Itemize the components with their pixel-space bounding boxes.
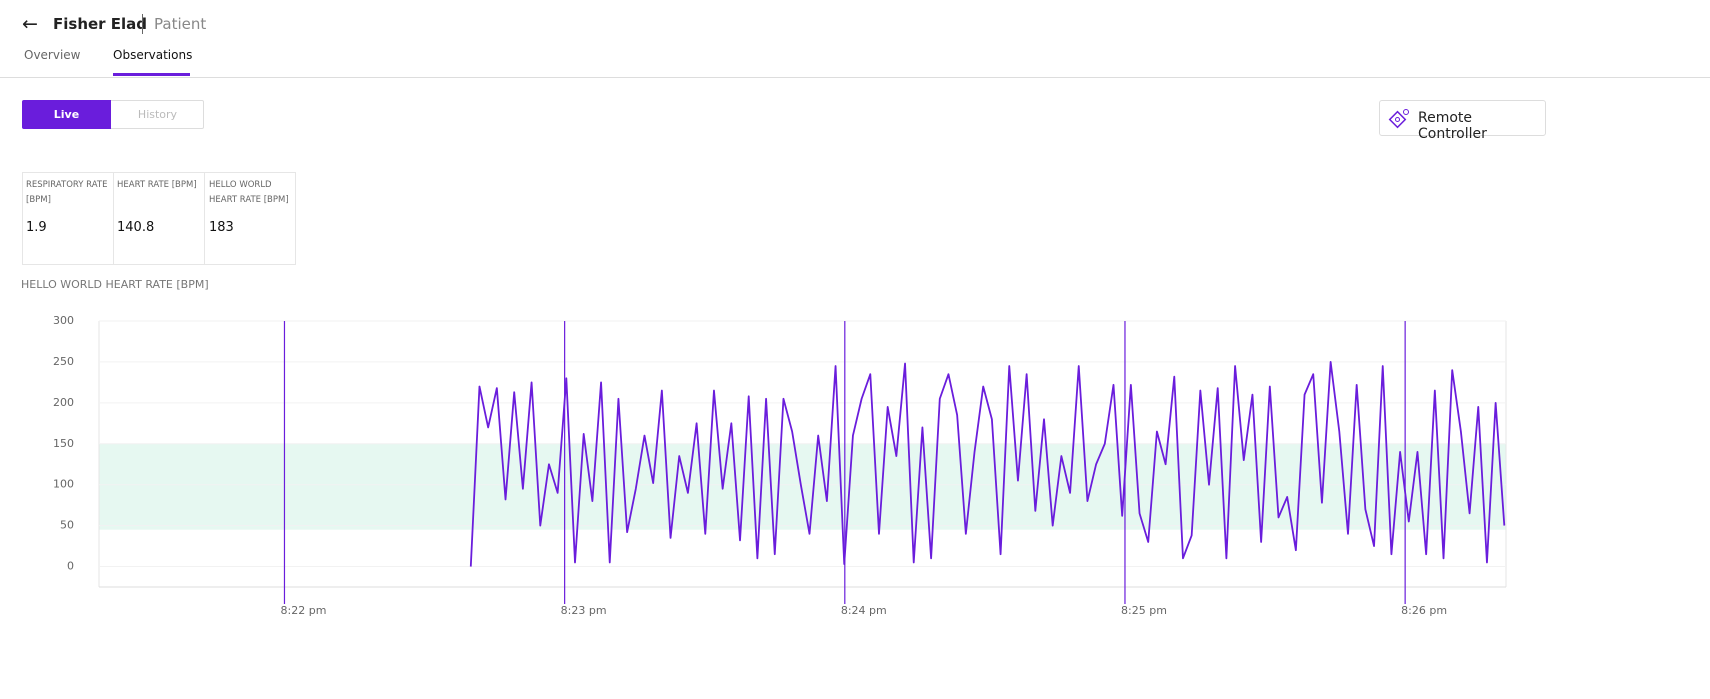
toggle-live[interactable]: Live (22, 100, 111, 129)
metrics-table: RESPIRATORY RATE [BPM] 1.9 HEART RATE [B… (22, 172, 296, 265)
separator (142, 14, 143, 34)
tab-active[interactable]: Observations (113, 48, 193, 62)
patient-name: Fisher Elad (53, 15, 148, 33)
tab[interactable]: Overview (24, 48, 81, 62)
remote-label: Remote Controller (1418, 110, 1487, 142)
x-tick-label: 8:25 pm (1121, 604, 1167, 617)
data-line (469, 361, 1506, 567)
y-tick-label: 50 (60, 519, 74, 532)
x-tick-label: 8:24 pm (841, 604, 887, 617)
y-tick-label: 200 (53, 396, 74, 409)
cell-divider (204, 173, 205, 264)
toggle-history[interactable]: History (137, 108, 178, 121)
back-arrow[interactable]: ← (22, 13, 38, 35)
metric-label: RESPIRATORY RATE [BPM] (26, 180, 108, 205)
patient-role: Patient (154, 15, 207, 33)
metric-label: HEART RATE [BPM] (117, 180, 197, 190)
metric-value: 140.8 (117, 220, 155, 235)
x-tick-label: 8:22 pm (281, 604, 327, 617)
y-tick-label: 250 (53, 355, 74, 368)
tab-underline (113, 73, 190, 76)
metric-value: 1.9 (26, 220, 47, 235)
y-tick-label: 100 (53, 478, 74, 491)
divider (0, 77, 1710, 78)
remote-button[interactable]: Remote Controller (1379, 100, 1546, 142)
chart-title: HELLO WORLD HEART RATE [BPM] (21, 278, 209, 291)
cell-divider (113, 173, 114, 264)
metric-label: HELLO WORLD HEART RATE [BPM] (209, 180, 289, 205)
y-tick-label: 300 (53, 314, 74, 327)
normal-range-band (99, 443, 1506, 530)
x-tick-label: 8:23 pm (561, 604, 607, 617)
y-tick-label: 0 (67, 560, 74, 573)
metric-value: 183 (209, 220, 234, 235)
remote-icon (1388, 109, 1409, 129)
x-tick-label: 8:26 pm (1401, 604, 1447, 617)
y-tick-label: 150 (53, 437, 74, 450)
